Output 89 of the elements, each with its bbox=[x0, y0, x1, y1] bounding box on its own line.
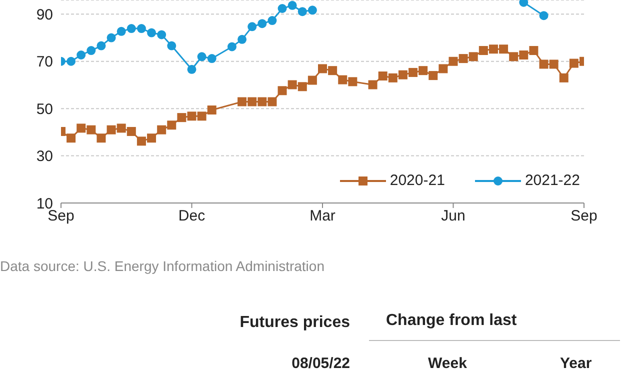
text: Week bbox=[428, 355, 467, 372]
point bbox=[468, 52, 478, 62]
point bbox=[318, 64, 327, 74]
point bbox=[549, 60, 558, 69]
point bbox=[298, 7, 307, 16]
point bbox=[559, 73, 568, 82]
point bbox=[116, 26, 126, 36]
point bbox=[66, 56, 76, 66]
point bbox=[308, 6, 317, 15]
text: Change from last bbox=[386, 312, 517, 330]
point bbox=[147, 28, 156, 38]
point bbox=[298, 82, 307, 92]
point bbox=[227, 42, 236, 52]
point bbox=[197, 52, 206, 62]
point bbox=[238, 34, 247, 44]
point bbox=[288, 80, 297, 90]
y-tick-label: 90 bbox=[36, 6, 53, 24]
point bbox=[96, 134, 106, 143]
point bbox=[258, 97, 267, 106]
point bbox=[177, 113, 186, 122]
y-tick-label: 70 bbox=[36, 54, 53, 71]
point bbox=[328, 66, 338, 76]
point bbox=[539, 11, 548, 20]
point bbox=[418, 66, 428, 76]
point bbox=[167, 120, 176, 130]
point bbox=[539, 60, 548, 69]
point bbox=[136, 24, 146, 34]
point bbox=[167, 41, 176, 50]
point bbox=[438, 64, 448, 74]
point bbox=[126, 126, 136, 136]
point bbox=[278, 86, 287, 96]
point bbox=[136, 136, 146, 146]
point bbox=[116, 124, 126, 133]
point bbox=[207, 54, 216, 64]
point bbox=[248, 97, 257, 106]
point bbox=[428, 71, 438, 80]
point bbox=[187, 112, 196, 121]
point bbox=[519, 50, 528, 60]
point bbox=[268, 97, 277, 106]
x-tick-label: Sep bbox=[48, 208, 74, 225]
point bbox=[338, 75, 348, 84]
point bbox=[478, 46, 488, 56]
point bbox=[278, 4, 287, 13]
point bbox=[197, 112, 206, 121]
point bbox=[207, 106, 216, 114]
x-tick-label: Dec bbox=[178, 208, 206, 225]
point bbox=[106, 33, 116, 42]
point bbox=[126, 24, 136, 34]
point bbox=[157, 30, 166, 40]
point bbox=[388, 73, 398, 82]
point bbox=[348, 77, 358, 86]
text: Futures prices bbox=[238, 314, 350, 332]
point bbox=[187, 64, 196, 74]
point bbox=[248, 22, 257, 32]
point bbox=[378, 72, 388, 81]
point bbox=[76, 50, 86, 60]
point bbox=[268, 16, 277, 26]
point bbox=[499, 44, 508, 54]
point bbox=[106, 125, 116, 134]
text: Year bbox=[560, 355, 592, 372]
point bbox=[448, 56, 458, 66]
point bbox=[368, 80, 378, 90]
point bbox=[147, 134, 156, 143]
point bbox=[157, 125, 166, 134]
point bbox=[238, 97, 247, 106]
point bbox=[529, 46, 538, 56]
x-tick-label: Mar bbox=[310, 208, 336, 225]
point bbox=[258, 19, 267, 28]
point bbox=[66, 134, 76, 143]
point bbox=[458, 54, 468, 64]
point bbox=[488, 44, 498, 54]
source-note: Data source: U.S. Energy Information Administration bbox=[0, 258, 326, 274]
point bbox=[408, 68, 418, 77]
legend-label: 2021-22 bbox=[524, 172, 580, 189]
legend-label: 2020-21 bbox=[390, 172, 445, 189]
point bbox=[569, 58, 578, 68]
point bbox=[288, 0, 297, 10]
point bbox=[86, 46, 96, 56]
point bbox=[76, 124, 86, 133]
point bbox=[86, 125, 96, 134]
point bbox=[308, 76, 317, 85]
point bbox=[398, 70, 408, 80]
y-tick-label: 50 bbox=[36, 100, 53, 118]
point bbox=[96, 41, 106, 50]
x-tick-label: Sep bbox=[570, 208, 598, 225]
x-tick-label: Jun bbox=[441, 208, 466, 225]
y-tick-label: 30 bbox=[36, 148, 53, 166]
point bbox=[509, 52, 518, 62]
text: 08/05/22 bbox=[290, 355, 350, 372]
